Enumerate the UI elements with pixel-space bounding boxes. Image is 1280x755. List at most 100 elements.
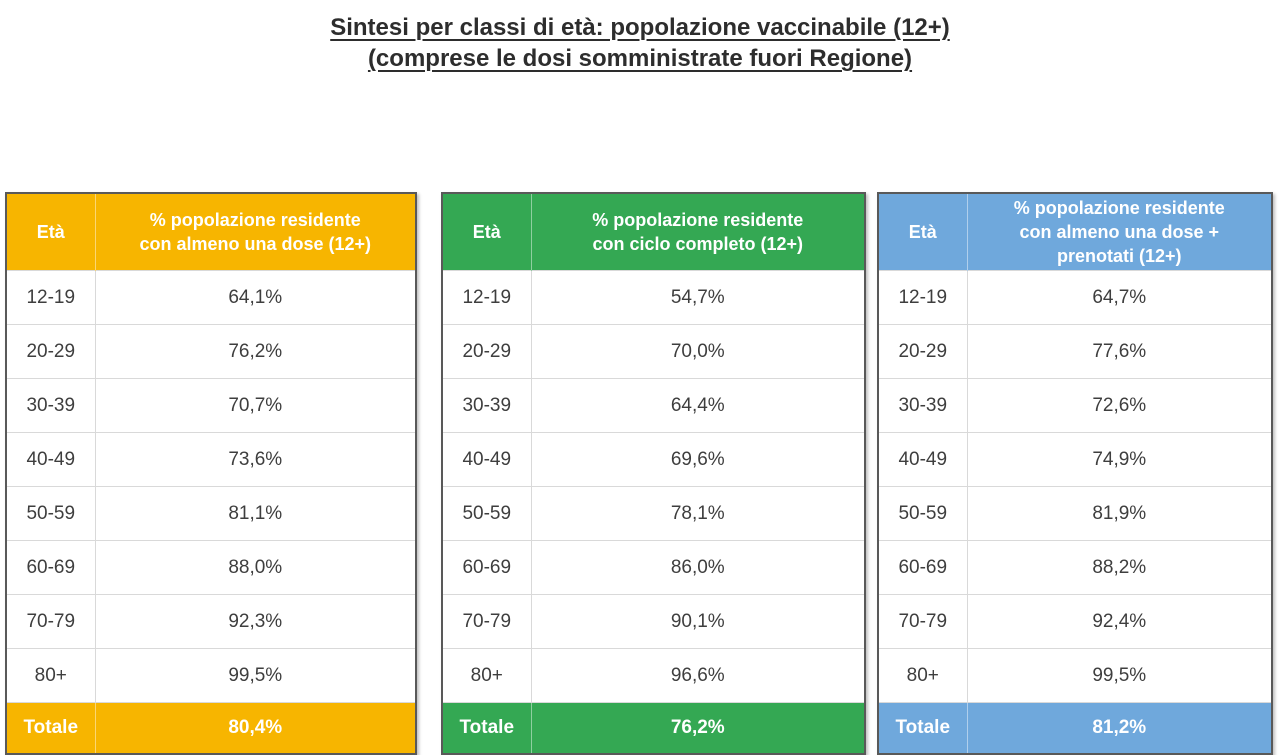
value-cell: 81,9%: [966, 486, 1272, 541]
value-cell: 92,3%: [94, 594, 416, 649]
age-cell: 20-29: [878, 324, 967, 379]
value-header-line: % popolazione residente: [149, 210, 361, 230]
value-cell: 88,0%: [94, 540, 416, 595]
value-header-line: % popolazione residente: [592, 210, 804, 230]
total-label-cell: Totale: [878, 702, 967, 754]
age-cell: 50-59: [878, 486, 967, 541]
value-column-header: % popolazione residente con ciclo comple…: [530, 193, 865, 271]
value-cell: 70,0%: [530, 324, 865, 379]
table-row: 12-19 64,1%: [6, 270, 416, 325]
value-cell: 81,1%: [94, 486, 416, 541]
value-cell: 76,2%: [94, 324, 416, 379]
table-row: 40-49 74,9%: [878, 432, 1272, 487]
table-row: 80+ 99,5%: [6, 648, 416, 703]
value-cell: 90,1%: [530, 594, 865, 649]
value-cell: 64,4%: [530, 378, 865, 433]
value-cell: 54,7%: [530, 270, 865, 325]
value-cell: 99,5%: [94, 648, 416, 703]
value-cell: 96,6%: [530, 648, 865, 703]
age-cell: 12-19: [878, 270, 967, 325]
table-row: 50-59 81,9%: [878, 486, 1272, 541]
table-row: 80+ 99,5%: [878, 648, 1272, 703]
value-header-line: con almeno una dose +: [1019, 222, 1220, 242]
age-cell: 12-19: [6, 270, 95, 325]
table-row: 70-79 92,3%: [6, 594, 416, 649]
value-header-line: con almeno una dose (12+): [139, 234, 372, 254]
value-cell: 64,1%: [94, 270, 416, 325]
value-column-header: % popolazione residente con almeno una d…: [94, 193, 416, 271]
age-cell: 70-79: [442, 594, 531, 649]
value-column-header: % popolazione residente con almeno una d…: [966, 193, 1272, 271]
value-header-line: con ciclo completo (12+): [592, 234, 804, 254]
page-title-line1: Sintesi per classi di età: popolazione v…: [330, 14, 950, 41]
total-value-cell: 80,4%: [94, 702, 416, 754]
table-row: 50-59 81,1%: [6, 486, 416, 541]
value-cell: 78,1%: [530, 486, 865, 541]
value-cell: 99,5%: [966, 648, 1272, 703]
age-cell: 80+: [442, 648, 531, 703]
table-header-row: Età % popolazione residente con almeno u…: [878, 193, 1272, 271]
value-cell: 73,6%: [94, 432, 416, 487]
table-ciclo-completo: Età % popolazione residente con ciclo co…: [441, 192, 866, 755]
age-cell: 60-69: [6, 540, 95, 595]
table-row: 70-79 92,4%: [878, 594, 1272, 649]
value-cell: 64,7%: [966, 270, 1272, 325]
age-cell: 40-49: [442, 432, 531, 487]
table-row: 50-59 78,1%: [442, 486, 865, 541]
table-row: 40-49 73,6%: [6, 432, 416, 487]
value-cell: 74,9%: [966, 432, 1272, 487]
age-cell: 80+: [878, 648, 967, 703]
page-title-line2: (comprese le dosi somministrate fuori Re…: [367, 45, 913, 72]
table-row: 60-69 88,2%: [878, 540, 1272, 595]
age-cell: 60-69: [878, 540, 967, 595]
value-cell: 92,4%: [966, 594, 1272, 649]
age-cell: 30-39: [442, 378, 531, 433]
total-label-cell: Totale: [6, 702, 95, 754]
table-row: 30-39 72,6%: [878, 378, 1272, 433]
age-cell: 70-79: [6, 594, 95, 649]
age-column-header: Età: [878, 193, 967, 271]
table-row: 80+ 96,6%: [442, 648, 865, 703]
total-row: Totale 80,4%: [6, 702, 416, 754]
value-cell: 77,6%: [966, 324, 1272, 379]
age-cell: 80+: [6, 648, 95, 703]
value-header-line: % popolazione residente: [1013, 198, 1225, 218]
age-cell: 30-39: [6, 378, 95, 433]
total-label-cell: Totale: [442, 702, 531, 754]
value-cell: 70,7%: [94, 378, 416, 433]
total-row: Totale 81,2%: [878, 702, 1272, 754]
table-row: 30-39 70,7%: [6, 378, 416, 433]
age-cell: 50-59: [6, 486, 95, 541]
table-header-row: Età % popolazione residente con almeno u…: [6, 193, 416, 271]
age-cell: 12-19: [442, 270, 531, 325]
table-almeno-una-dose-prenotati: Età % popolazione residente con almeno u…: [877, 192, 1273, 755]
table-header-row: Età % popolazione residente con ciclo co…: [442, 193, 865, 271]
age-cell: 20-29: [442, 324, 531, 379]
total-value-cell: 76,2%: [530, 702, 865, 754]
total-row: Totale 76,2%: [442, 702, 865, 754]
table-row: 40-49 69,6%: [442, 432, 865, 487]
age-column-header: Età: [6, 193, 95, 271]
age-column-header: Età: [442, 193, 531, 271]
page-title: Sintesi per classi di età: popolazione v…: [0, 12, 1280, 74]
table-row: 30-39 64,4%: [442, 378, 865, 433]
age-cell: 50-59: [442, 486, 531, 541]
value-cell: 69,6%: [530, 432, 865, 487]
value-header-line: prenotati (12+): [1056, 246, 1182, 266]
age-cell: 40-49: [878, 432, 967, 487]
table-row: 60-69 86,0%: [442, 540, 865, 595]
age-cell: 20-29: [6, 324, 95, 379]
table-row: 12-19 64,7%: [878, 270, 1272, 325]
age-cell: 30-39: [878, 378, 967, 433]
value-cell: 86,0%: [530, 540, 865, 595]
age-cell: 40-49: [6, 432, 95, 487]
table-row: 20-29 77,6%: [878, 324, 1272, 379]
value-cell: 72,6%: [966, 378, 1272, 433]
age-cell: 70-79: [878, 594, 967, 649]
table-row: 12-19 54,7%: [442, 270, 865, 325]
table-row: 70-79 90,1%: [442, 594, 865, 649]
value-cell: 88,2%: [966, 540, 1272, 595]
table-row: 20-29 76,2%: [6, 324, 416, 379]
table-almeno-una-dose: Età % popolazione residente con almeno u…: [5, 192, 417, 755]
total-value-cell: 81,2%: [966, 702, 1272, 754]
